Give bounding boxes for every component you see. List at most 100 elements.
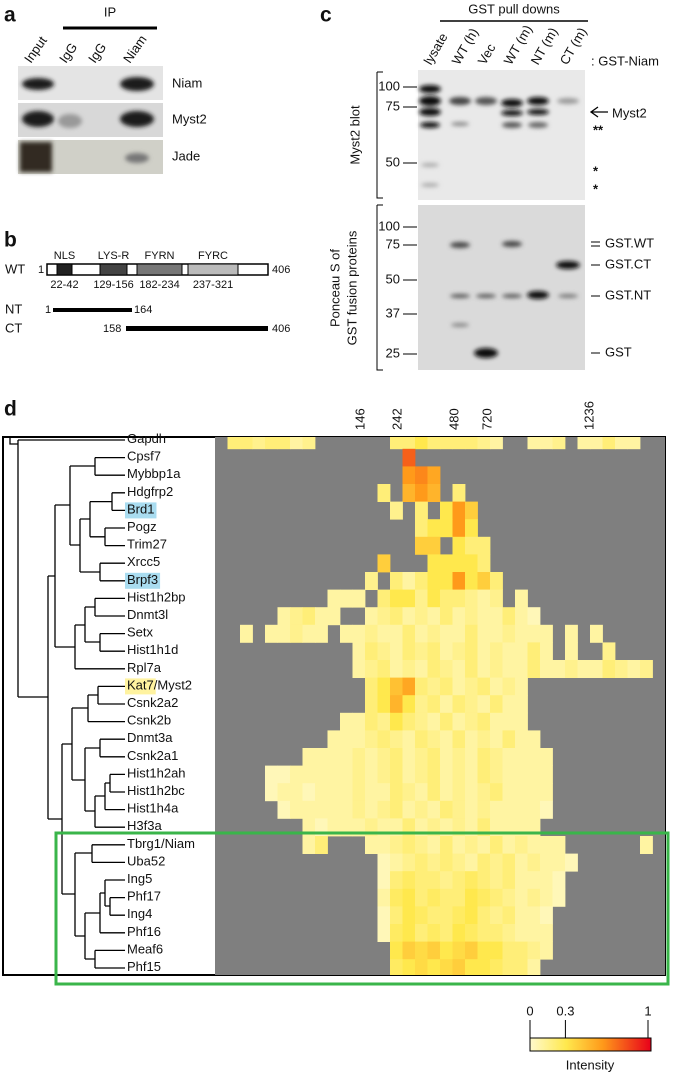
- heatmap-cell: [315, 765, 328, 784]
- heatmap-cell: [465, 501, 478, 520]
- heatmap-cell: [477, 924, 491, 942]
- heatmap-cell: [415, 748, 428, 766]
- heatmap-cell: [490, 642, 503, 661]
- marker: 75: [386, 236, 400, 251]
- heatmap-cell: [427, 519, 441, 538]
- heatmap-cell: [477, 677, 491, 696]
- heatmap-cell: [427, 924, 441, 942]
- domain-name: FYRN: [145, 250, 175, 262]
- row-name: Cpsf7: [127, 449, 161, 464]
- heatmap-cell: [477, 642, 491, 661]
- heatmap-cell: [427, 959, 441, 975]
- row-label: Hist1h2ah: [127, 766, 186, 781]
- row-name: Ing5: [127, 871, 152, 886]
- row-highlight: [125, 502, 157, 519]
- heatmap-cell: [490, 624, 503, 643]
- heatmap-cell: [377, 695, 391, 714]
- row-label: Tbrg1/Niam: [127, 836, 195, 851]
- heatmap-cell: [452, 624, 466, 643]
- heatmap-cell: [502, 730, 516, 749]
- heatmap-cell: [527, 871, 541, 890]
- blot-label: Niam: [172, 75, 202, 90]
- heatmap-cell: [377, 906, 391, 925]
- row-name-suffix: /Myst2: [154, 678, 192, 693]
- heatmap-cell: [377, 800, 391, 819]
- heatmap-cell: [515, 642, 528, 661]
- heatmap-cell: [465, 554, 478, 573]
- band-label: GST.CT: [605, 256, 651, 271]
- lane-label: IgG: [85, 40, 109, 66]
- heatmap-cell: [465, 572, 478, 590]
- heatmap-cell: [527, 888, 541, 907]
- heatmap-cell: [390, 941, 403, 960]
- row-name: Pogz: [127, 519, 157, 534]
- column-label: 720: [479, 408, 494, 430]
- panel-label: b: [4, 229, 17, 252]
- heatmap-cell: [377, 642, 391, 661]
- heatmap-cell: [415, 519, 428, 538]
- heatmap-cell: [515, 888, 528, 907]
- colorbar-label: Intensity: [566, 1057, 615, 1072]
- heatmap-cell: [465, 924, 478, 942]
- row-label: Dnmt3a: [127, 731, 173, 746]
- heatmap-cell: [477, 959, 491, 975]
- row-label: Xrcc5: [127, 555, 160, 570]
- heatmap-cell: [302, 607, 316, 626]
- heatmap-cell: [440, 677, 453, 696]
- heatmap-cell: [415, 642, 428, 661]
- heatmap-cell: [515, 924, 528, 942]
- row-label: Gapdh: [127, 431, 166, 446]
- heatmap-cell: [440, 501, 453, 520]
- heatmap-cell: [277, 437, 291, 450]
- heatmap-cell: [265, 765, 278, 784]
- row-name: Meaf6: [127, 942, 163, 957]
- heatmap-cell: [390, 888, 403, 907]
- heatmap-cell: [277, 800, 291, 819]
- row-label: Uba52: [127, 854, 165, 869]
- heatmap-cell: [527, 853, 541, 872]
- heatmap-cell: [327, 783, 341, 802]
- blot-title: Ponceau S of: [327, 249, 342, 327]
- heatmap-cell: [502, 906, 516, 925]
- heatmap-cell: [402, 800, 416, 819]
- heatmap-cell: [402, 783, 416, 802]
- heatmap-cell: [427, 572, 441, 590]
- heatmap-cell: [490, 924, 503, 942]
- lane-label: lysate: [421, 30, 451, 67]
- dendrogram: [9, 437, 125, 969]
- heatmap-cell: [402, 607, 416, 626]
- residue: 158: [103, 323, 121, 335]
- heatmap-cell: [315, 624, 328, 643]
- column-label: 242: [389, 408, 404, 430]
- heatmap-cell: [465, 660, 478, 678]
- heatmap-cell: [452, 536, 466, 555]
- row-name: Setx: [127, 625, 154, 640]
- heatmap-cell: [427, 871, 441, 890]
- heatmap-cell: [615, 437, 628, 450]
- heatmap-cell: [452, 924, 466, 942]
- heatmap-cell: [452, 800, 466, 819]
- domain-range: 182-234: [139, 279, 179, 291]
- heatmap-cell: [515, 871, 528, 890]
- heatmap-cell: [415, 572, 428, 590]
- heatmap-cell: [490, 677, 503, 696]
- heatmap-cell: [427, 906, 441, 925]
- heatmap-cell: [577, 437, 591, 450]
- row-label: Cpsf7: [127, 449, 161, 464]
- heatmap-cell: [427, 642, 441, 661]
- heatmap-cell: [340, 765, 353, 784]
- heatmap-cell: [427, 730, 441, 749]
- heatmap-cell: [415, 800, 428, 819]
- heatmap-cell: [452, 572, 466, 590]
- heatmap-cell: [390, 871, 403, 890]
- heatmap-cell: [465, 624, 478, 643]
- heatmap-cell: [490, 783, 503, 802]
- heatmap-cell: [415, 501, 428, 520]
- row-name: H3f3a: [127, 819, 162, 834]
- heatmap-cell: [390, 589, 403, 608]
- heatmap-cell: [427, 836, 441, 854]
- heatmap-cell: [465, 959, 478, 975]
- construct-name: WT: [5, 261, 25, 276]
- heatmap-cell: [465, 941, 478, 960]
- heatmap-cell: [377, 836, 391, 854]
